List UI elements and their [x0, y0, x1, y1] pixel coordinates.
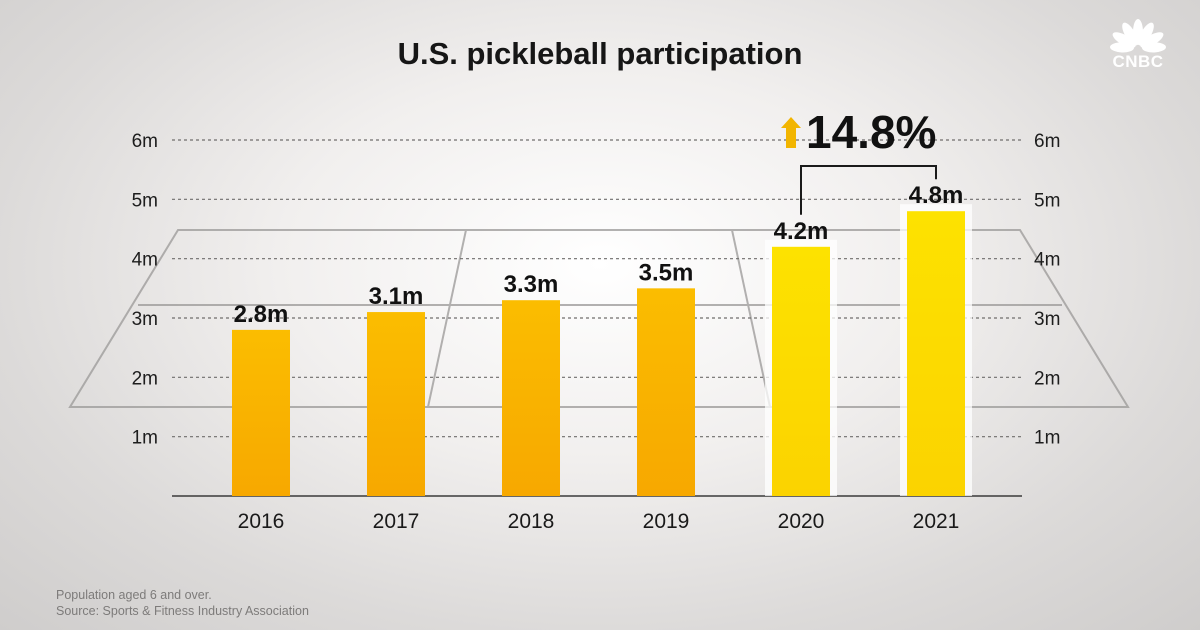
x-tick-label-2018: 2018: [508, 510, 555, 533]
data-label-2021: 4.8m: [909, 182, 964, 209]
footnote-population: Population aged 6 and over.: [56, 588, 212, 602]
bar-2018: [502, 300, 560, 496]
footnote: Population aged 6 and over. Source: Spor…: [56, 587, 309, 619]
growth-bracket: [800, 165, 937, 215]
y-tick-label-right: 6m: [1034, 131, 1060, 152]
y-tick-label-left: 3m: [132, 309, 158, 330]
y-tick-label-left: 1m: [132, 428, 158, 449]
bar-2020: [772, 246, 830, 496]
peacock-logo-icon: [1110, 19, 1166, 53]
y-tick-label-right: 1m: [1034, 428, 1060, 449]
logo-text: CNBC: [1112, 52, 1164, 71]
footnote-source: Source: Sports & Fitness Industry Associ…: [56, 604, 309, 618]
y-tick-label-left: 6m: [132, 131, 158, 152]
bar-2021: [907, 211, 965, 496]
axes: 1m 1m 2m 2m 3m 3m 4m 4m 5m 5m 6m 6m: [132, 131, 1060, 497]
up-arrow-icon: [781, 117, 801, 148]
y-tick-label-left: 4m: [132, 250, 158, 271]
data-label-2019: 3.5m: [639, 259, 694, 286]
y-tick-label-left: 2m: [132, 368, 158, 389]
gridlines: [172, 139, 1022, 438]
y-tick-label-left: 5m: [132, 190, 158, 211]
growth-percent-label: 14.8%: [806, 106, 936, 158]
bar-2017: [367, 312, 425, 496]
x-tick-label-2017: 2017: [373, 510, 420, 533]
y-tick-label-right: 2m: [1034, 368, 1060, 389]
data-label-2020: 4.2m: [774, 218, 829, 245]
bar-2016: [232, 329, 290, 496]
y-tick-label-right: 4m: [1034, 250, 1060, 271]
x-tick-label-2019: 2019: [643, 510, 690, 533]
growth-annotation: 14.8%: [781, 106, 937, 215]
x-tick-label-2020: 2020: [778, 510, 825, 533]
bars: [232, 204, 972, 497]
chart-title: U.S. pickleball participation: [397, 36, 803, 71]
data-labels: 2.8m 2016 3.1m 2017 3.3m 2018 3.5m 2019 4.2m 2020…: [234, 182, 964, 533]
bar-2019: [637, 288, 695, 496]
data-label-2016: 2.8m: [234, 301, 289, 328]
y-tick-label-right: 3m: [1034, 309, 1060, 330]
y-tick-label-right: 5m: [1034, 190, 1060, 211]
data-label-2017: 3.1m: [369, 283, 424, 310]
x-tick-label-2021: 2021: [913, 510, 960, 533]
x-tick-label-2016: 2016: [238, 510, 285, 533]
data-label-2018: 3.3m: [504, 271, 559, 298]
